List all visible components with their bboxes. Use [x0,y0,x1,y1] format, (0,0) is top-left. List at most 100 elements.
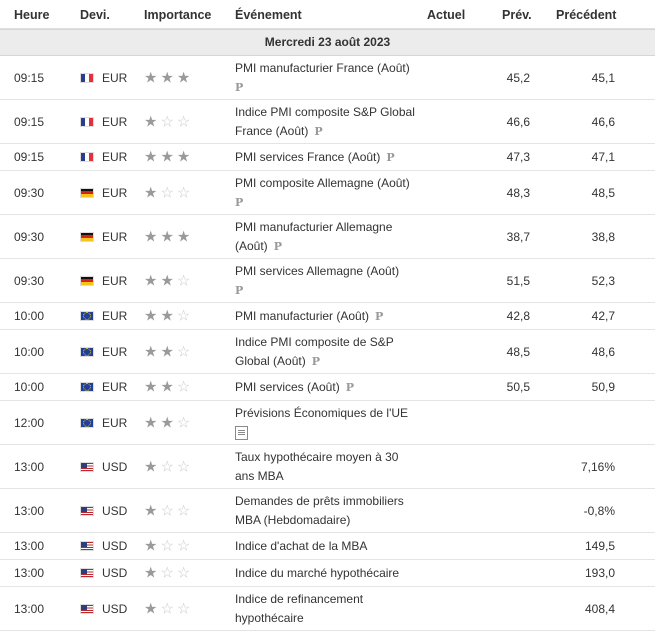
preliminary-badge: P [311,355,320,368]
event-name[interactable]: Indice du marché hypothécaire [235,564,420,583]
event-forecast: 38,7 [506,229,530,244]
event-previous: 7,16% [580,459,615,474]
event-name[interactable]: Demandes de prêts immobiliers MBA (Hebdo… [235,492,420,530]
event-row[interactable]: 13:00 USD ★ ☆ ☆ Indice de refinancement hypot… [0,587,655,631]
event-row[interactable]: 09:30 EUR ★ ☆ ☆ PMI composite Allemagne (Août… [0,171,655,215]
event-name-text[interactable]: Indice PMI composite S&P Global France (… [235,105,415,138]
star-filled-icon: ★ [144,378,158,396]
event-name-text[interactable]: Taux hypothécaire moyen à 30 ans MBA [235,450,399,483]
importance-stars: ★ ★ ★ [144,70,190,85]
event-name-text[interactable]: Indice d'achat de la MBA [235,539,368,553]
col-precedent[interactable]: Précédent [556,8,617,22]
event-name-text[interactable]: PMI services (Août) [235,380,340,394]
event-row[interactable]: 09:30 EUR ★ ★ ★ PMI manufacturier Allemagne (… [0,215,655,259]
importance-stars: ★ ☆ ☆ [144,539,190,554]
event-time: 10:00 [14,380,45,394]
event-row[interactable]: 13:00 USD ★ ☆ ☆ Taux hypothécaire moyen à 30 … [0,445,655,489]
event-row[interactable]: 10:00 EUR ★ ★ ☆ PMI manufacturier (Août) P 42,8… [0,303,655,330]
event-row[interactable]: 13:00 USD ★ ☆ ☆ Indice d'achat de la MBA 149,5 [0,533,655,560]
star-empty-icon: ☆ [176,502,191,519]
importance-stars: ★ ★ ★ [144,229,190,244]
event-currency: USD [102,459,128,474]
flag-band [85,117,89,126]
event-forecast: 45,2 [506,70,530,85]
event-name[interactable]: PMI composite Allemagne (Août) P [235,174,420,212]
importance-stars: ★ ★ ☆ [144,273,190,288]
event-name-text[interactable]: PMI composite Allemagne (Août) [235,176,410,190]
event-name[interactable]: Indice PMI composite S&P Global France (… [235,103,420,141]
flag-canton [81,462,87,468]
event-row[interactable]: 09:15 EUR ★ ☆ ☆ Indice PMI composite S&P Glob… [0,100,655,144]
flag-us-icon [80,505,94,516]
event-row[interactable]: 09:15 EUR ★ ★ ★ PMI services France (Août) P 47… [0,144,655,171]
event-row[interactable]: 09:30 EUR ★ ★ ☆ PMI services Allemagne (Août)… [0,259,655,303]
col-heure[interactable]: Heure [14,8,50,22]
importance-stars: ★ ★ ☆ [144,415,190,430]
event-time: 09:30 [14,229,45,244]
event-name[interactable]: Indice de refinancement hypothécaire [235,590,420,628]
star-empty-icon: ☆ [176,458,191,475]
event-name-text[interactable]: Indice de refinancement hypothécaire [235,592,364,625]
event-name[interactable]: Indice PMI composite de S&P Global (Août… [235,333,420,371]
event-name[interactable]: Indice d'achat de la MBA [235,537,420,556]
flag-band [81,235,93,238]
event-time: 09:15 [14,150,45,164]
event-name[interactable]: Taux hypothécaire moyen à 30 ans MBA [235,448,420,486]
event-name-text[interactable]: Indice du marché hypothécaire [235,566,400,580]
event-name[interactable]: Prévisions Économiques de l'UE [235,404,420,446]
event-name-text[interactable]: PMI services Allemagne (Août) [235,264,400,278]
event-name[interactable]: PMI services France (Août) P [235,148,420,167]
flag-band [89,73,93,82]
star-empty-icon: ☆ [176,343,191,360]
event-row[interactable]: 10:00 EUR ★ ★ ☆ Indice PMI composite de S&P G… [0,330,655,374]
event-currency: EUR [102,273,128,288]
event-name-text[interactable]: Prévisions Économiques de l'UE [235,406,409,420]
event-name-text[interactable]: Demandes de prêts immobiliers MBA (Hebdo… [235,494,404,527]
event-name[interactable]: PMI manufacturier (Août) P [235,307,420,326]
importance-stars: ★ ☆ ☆ [144,503,190,518]
star-filled-icon: ★ [160,307,174,325]
event-previous: 47,1 [591,150,615,164]
event-time: 13:00 [14,539,45,553]
event-row[interactable]: 13:00 USD ★ ☆ ☆ Indice du marché hypothécaire… [0,560,655,587]
star-empty-icon: ☆ [176,564,191,582]
event-name-text[interactable]: Indice PMI composite de S&P Global (Août… [235,335,394,368]
star-empty-icon: ☆ [160,502,174,519]
col-importance[interactable]: Importance [144,8,212,22]
col-actuel[interactable]: Actuel [427,8,466,22]
event-name[interactable]: PMI services Allemagne (Août) P [235,262,420,300]
col-prev[interactable]: Prév. [502,8,532,22]
col-devise[interactable]: Devi. [80,8,110,22]
importance-stars: ★ ☆ ☆ [144,185,190,200]
importance-stars: ★ ☆ ☆ [144,459,190,474]
event-row[interactable]: 10:00 EUR ★ ★ ☆ PMI services (Août) P 50,5 50,9 [0,374,655,401]
event-name-text[interactable]: PMI services France (Août) [235,150,381,164]
event-name[interactable]: PMI manufacturier France (Août) P [235,59,420,97]
star-filled-icon: ★ [144,564,158,582]
col-evenement[interactable]: Événement [235,8,302,22]
flag-band [89,117,93,126]
flag-us-icon [80,461,94,472]
event-row[interactable]: 13:00 USD ★ ☆ ☆ Demandes de prêts immobiliers… [0,489,655,533]
event-name-text[interactable]: PMI manufacturier France (Août) [235,61,410,75]
star-empty-icon: ☆ [176,378,191,396]
flag-canton [81,542,87,547]
flag-band [81,188,93,192]
event-row[interactable]: 09:15 EUR ★ ★ ★ PMI manufacturier France (Aoû… [0,56,655,100]
event-forecast: 47,3 [506,150,530,164]
star-filled-icon: ★ [144,600,158,617]
event-name-text[interactable]: PMI manufacturier Allemagne (Août) [235,220,393,253]
event-time: 13:00 [14,566,45,580]
event-name[interactable]: PMI manufacturier Allemagne (Août) P [235,218,420,256]
star-filled-icon: ★ [160,228,174,245]
event-time: 09:15 [14,114,45,129]
preliminary-badge: P [235,196,244,209]
event-name[interactable]: PMI services (Août) P [235,378,420,397]
event-row[interactable]: 12:00 EUR ★ ★ ☆ Prévisions Économiques de l'U… [0,401,655,445]
event-name-text[interactable]: PMI manufacturier (Août) [235,309,370,323]
importance-stars: ★ ☆ ☆ [144,566,190,581]
event-previous: -0,8% [583,503,615,518]
flag-stars [83,347,91,356]
flag-stars [83,312,91,320]
flag-us-icon [80,541,94,551]
